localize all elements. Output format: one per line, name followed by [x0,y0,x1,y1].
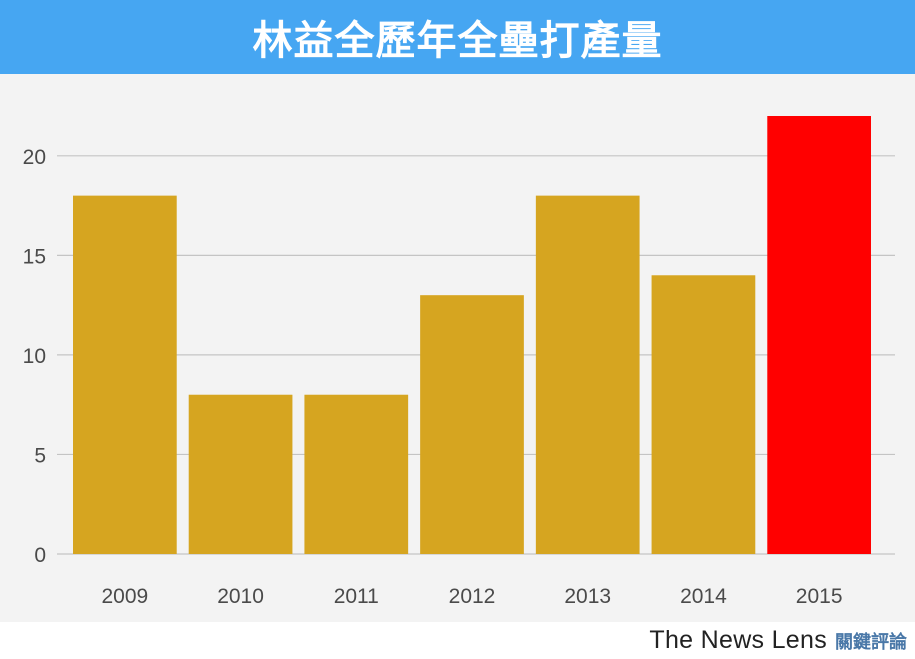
bar-2013 [535,195,640,554]
bar-2009 [73,195,177,554]
y-tick-label: 20 [23,146,46,169]
brand-name-en: The News Lens [649,626,827,654]
x-tick-label: 2014 [680,585,727,608]
title-bar: 林益全歷年全壘打產量 [0,0,915,74]
chart-area: 0 5 10 15 20 2009 2010 2011 2012 2013 2014 2015 [0,74,915,622]
brand-name-zh: 關鍵評論 [835,632,907,653]
bar-2012 [420,295,524,554]
bar-2011 [304,394,409,554]
bar-2014 [651,275,756,554]
x-tick-label: 2011 [334,585,379,608]
bar-2015 [767,116,871,554]
brand-logo: The News Lens 關鍵評論 [649,626,907,655]
x-tick-label: 2015 [796,585,843,608]
x-tick-label: 2013 [564,585,611,608]
x-tick-label: 2012 [449,585,496,608]
bar-2010 [188,394,293,554]
bar-chart: 0 5 10 15 20 2009 2010 2011 2012 2013 2014 2015 [23,116,895,608]
x-tick-label: 2010 [217,585,264,608]
x-tick-label: 2009 [101,585,148,608]
y-tick-label: 15 [23,245,46,268]
y-tick-label: 0 [34,544,46,567]
y-tick-label: 10 [23,345,46,368]
footer: The News Lens 關鍵評論 [0,622,915,659]
chart-title: 林益全歷年全壘打產量 [252,18,663,64]
y-tick-label: 5 [34,444,46,467]
